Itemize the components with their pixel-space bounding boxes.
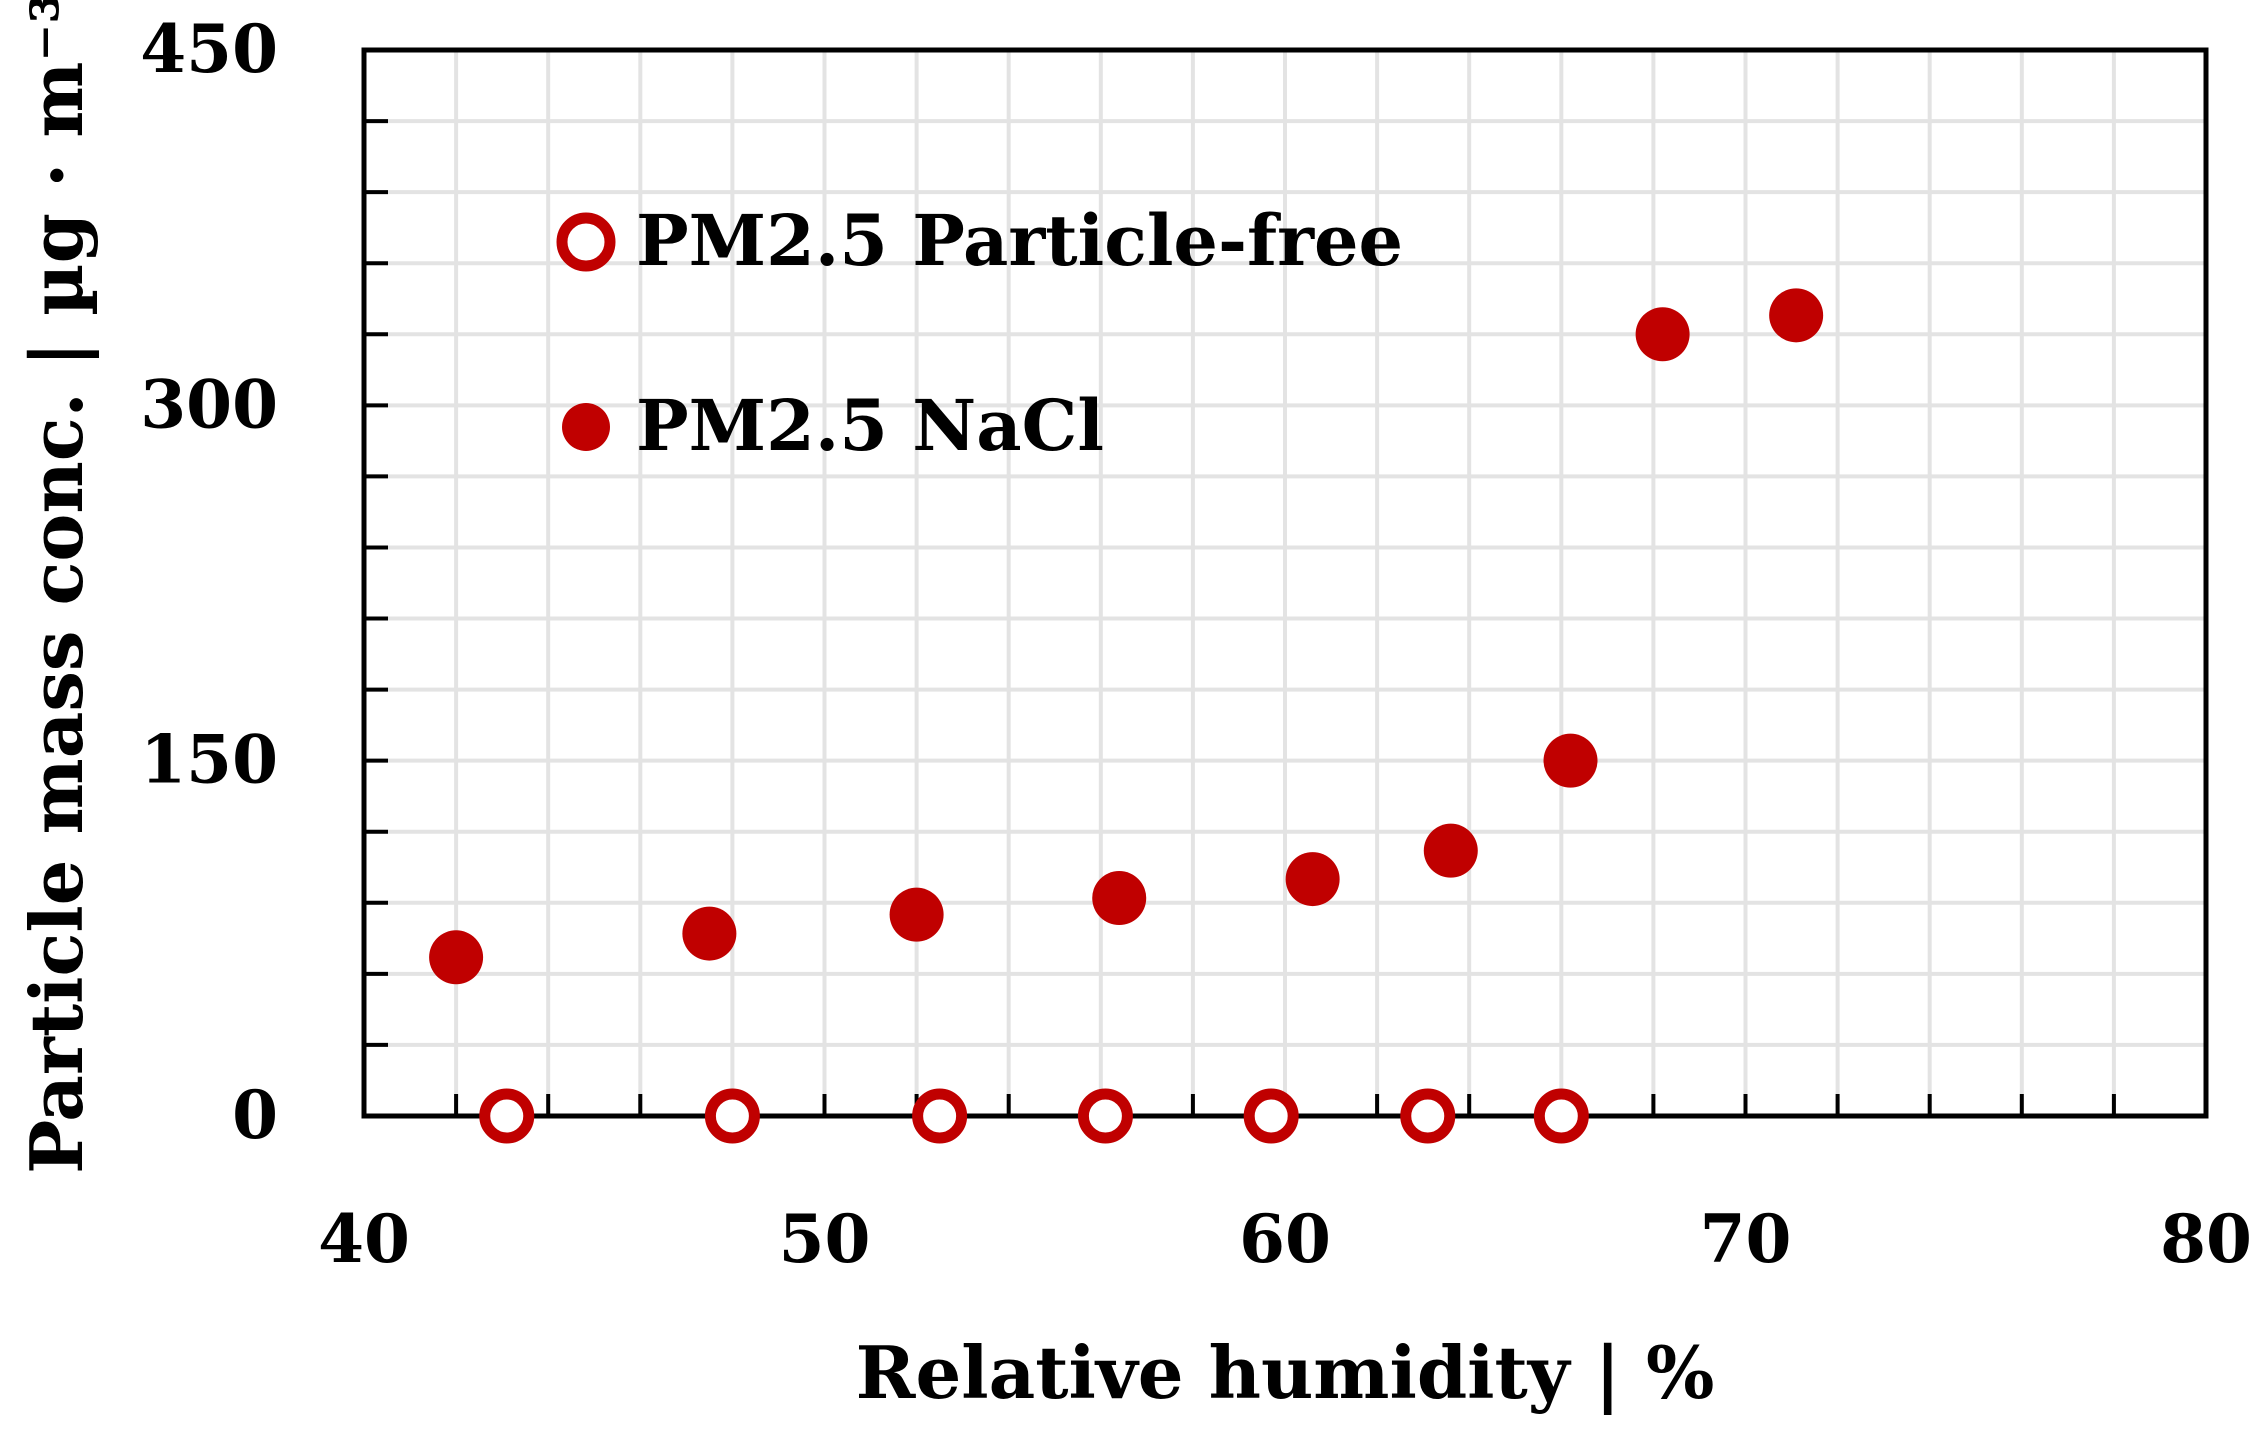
point-nacl xyxy=(1635,307,1690,362)
data-points xyxy=(429,288,1824,1144)
y-tick-label: 0 xyxy=(232,1076,278,1154)
legend-marker-nacl xyxy=(562,403,610,451)
point-nacl xyxy=(1423,823,1478,878)
gridlines xyxy=(364,50,2206,1116)
y-axis-title: Particle mass conc. | µg · m⁻³ xyxy=(14,0,99,1174)
point-nacl xyxy=(1092,871,1147,926)
legend-label-particle-free: PM2.5 Particle-free xyxy=(636,199,1403,282)
x-tick-labels: 40 50 60 70 80 xyxy=(318,1200,2252,1278)
point-particle-free xyxy=(479,1088,535,1144)
x-tick-label: 80 xyxy=(2160,1200,2252,1278)
point-nacl xyxy=(1285,852,1340,907)
y-tick-label: 150 xyxy=(140,721,278,799)
x-tick-label: 60 xyxy=(1239,1200,1331,1278)
x-tick-label: 70 xyxy=(1700,1200,1792,1278)
point-nacl xyxy=(429,930,484,985)
point-particle-free xyxy=(1533,1088,1589,1144)
point-particle-free xyxy=(1243,1088,1299,1144)
tick-marks xyxy=(364,119,2116,1116)
point-nacl xyxy=(889,887,944,942)
point-nacl xyxy=(1543,733,1598,788)
x-tick-label: 50 xyxy=(779,1200,871,1278)
legend: PM2.5 Particle-free PM2.5 NaCl xyxy=(556,199,1403,467)
point-particle-free xyxy=(1077,1088,1133,1144)
point-particle-free xyxy=(912,1088,968,1144)
legend-marker-particle-free xyxy=(556,212,616,272)
point-particle-free xyxy=(1400,1088,1456,1144)
legend-label-nacl: PM2.5 NaCl xyxy=(636,384,1104,467)
y-tick-label: 450 xyxy=(140,10,278,88)
point-particle-free xyxy=(704,1088,760,1144)
x-axis-title: Relative humidity | % xyxy=(856,1330,1715,1415)
y-tick-label: 300 xyxy=(140,365,278,443)
x-tick-label: 40 xyxy=(318,1200,410,1278)
point-nacl xyxy=(1769,288,1824,343)
y-tick-labels: 0 150 300 450 xyxy=(140,10,278,1154)
point-nacl xyxy=(682,906,737,961)
